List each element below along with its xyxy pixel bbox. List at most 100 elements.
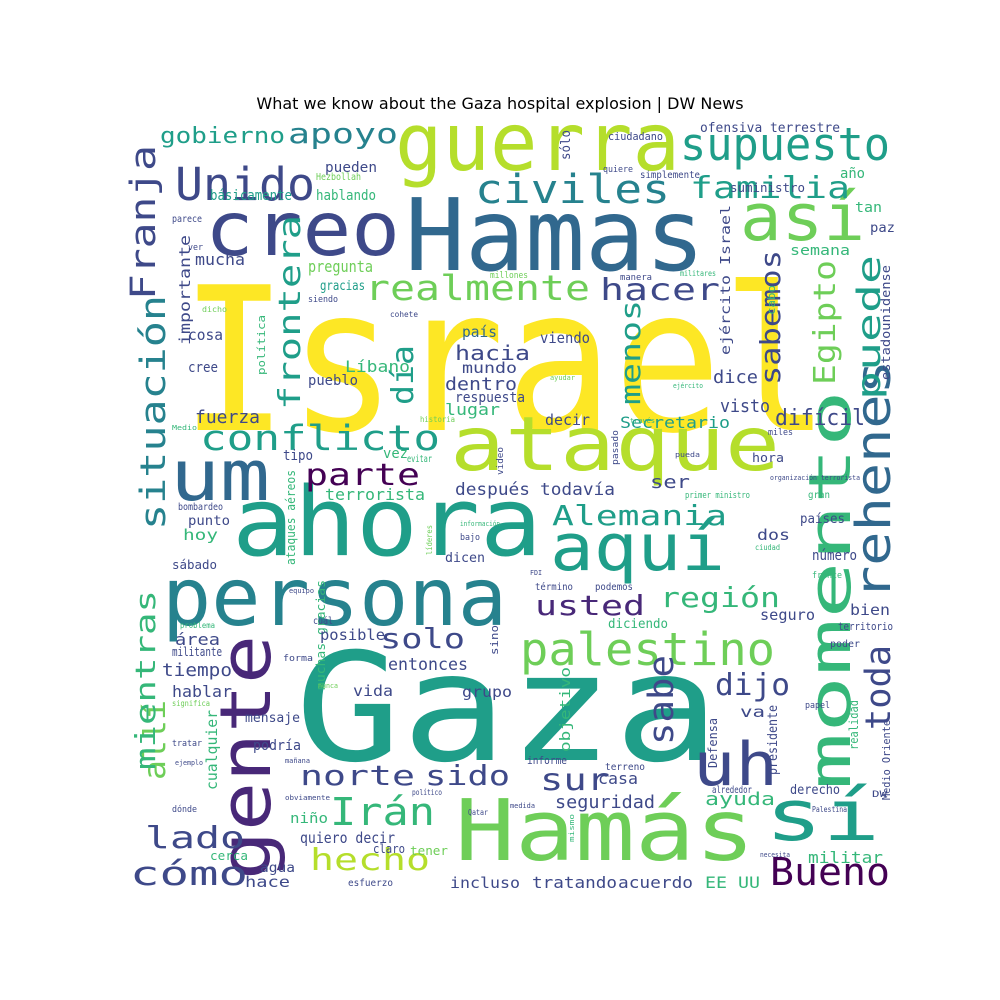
word-nino: niño [290,811,328,827]
word-hora: hora [752,451,784,465]
word-pasado: pasado [611,430,621,465]
word-creo: creo [205,185,400,273]
word-tratar: tratar [172,739,203,749]
word-papel: papel [805,701,830,711]
word-ee-uu: EE UU [705,873,760,892]
figure-title: What we know about the Gaza hospital exp… [256,94,744,113]
word-usted: usted [535,589,645,622]
word-suministro: suministro [730,181,805,195]
word-ser: ser [650,472,690,493]
word-mientras: mientras [129,590,162,770]
word-va: va [740,703,765,721]
word-guerra: guerra [395,96,680,189]
word-miles: miles [768,428,793,438]
word-frontera: frontera [273,215,308,410]
word-um: um [170,435,270,517]
word-simplemente: simplemente [640,170,700,181]
word-ayudar: ayudar [550,374,575,382]
word-mucha: mucha [195,250,245,269]
word-bajo: bajo [460,533,480,543]
word-civiles: civiles [475,167,670,213]
word-area: área [175,630,220,649]
word-persona: persona [162,551,507,644]
word-muchas-gracias: muchas gracias [314,580,328,690]
word-podemos: podemos [595,582,633,593]
word-mismo: mismo [568,814,576,842]
word-necesita: necesita [760,851,790,859]
word-gobierno: gobierno [160,124,285,149]
word-qatar: Qatar [468,808,488,817]
word-hace: hace [245,873,290,891]
word-cree: cree [188,360,218,376]
word-esfuerzo: esfuerzo [348,878,393,889]
word-semana: semana [790,243,850,259]
word-cual: cuál [313,615,333,627]
word-iran: Irán [330,790,435,834]
word-evitar: evitar [407,454,432,465]
word-puede: puede [850,255,888,400]
word-manana: mañana [285,757,310,765]
word-politico: político [412,788,442,797]
word-rehenes: rehenes [846,360,902,600]
word-supuesto: supuesto [680,118,890,171]
word-problema: problema [180,621,215,630]
word-militante: militante [172,645,222,659]
word-dos: dos [757,526,790,544]
word-vez: vez [383,446,408,462]
word-territorio: territorio [838,620,893,633]
word-siendo: siendo [308,295,338,305]
word-libano: Líbano [345,357,410,376]
word-gracias: gracias [320,279,365,294]
word-presidente: presidente [766,705,781,775]
word-politica: política [255,315,268,375]
word-posible: posible [320,626,385,644]
word-forma: forma [283,654,313,664]
word-ofensiva-terrestre: ofensiva terrestre [700,121,840,136]
word-estadounidense: estadounidense [879,265,893,380]
word-seguridad: seguridad [555,792,655,813]
word-dia: día [386,345,421,405]
word-equipo: equipo [289,587,314,595]
word-punto: punto [188,514,230,529]
word-pais: país [462,323,497,341]
word-significa: significa [172,699,210,708]
word-manera: manera [620,273,652,283]
word-aqui: aquí [550,511,725,586]
word-ejercito-israel: ejército Israel [719,205,734,355]
word-paz: paz [870,221,895,236]
word-alrededor: alrededor [712,785,752,796]
word-mensaje: mensaje [245,711,300,726]
word-fuerza: fuerza [195,407,260,428]
word-ver: ver [188,243,204,253]
word-asi: así [740,181,865,256]
word-dijo: dijo [715,668,790,703]
word-hacia: hacia [455,341,530,365]
word-cosa: cosa [188,326,223,344]
word-hablando: hablando [316,188,376,204]
word-ataque: ataque [450,400,780,488]
word-como: cómo [130,854,248,893]
word-podria: podría [253,738,301,754]
word-hacer: hacer [600,273,720,308]
word-realidad: realidad [847,700,861,750]
word-medida: medida [510,802,535,810]
word-uh: uh [693,730,778,800]
word-todavia: todavía [540,480,615,500]
word-respuesta: respuesta [455,390,525,406]
word-dificil: difícil [775,406,865,431]
word-ahora: ahora [232,468,542,578]
word-visto: visto [720,396,770,417]
word-palestino: palestino [520,623,775,676]
word-palestina: Palestina [812,805,847,814]
word-toda: toda [859,645,899,730]
word-derecho: derecho [790,783,840,798]
word-frente: frente [812,571,842,581]
word-alemania: Alemania [552,499,727,532]
word-cabo: cabo [765,285,778,315]
word-region: región [660,581,780,614]
word-ano: año [840,166,865,182]
word-conflicto: conflicto [200,419,440,459]
word-gente: gente [205,635,287,880]
